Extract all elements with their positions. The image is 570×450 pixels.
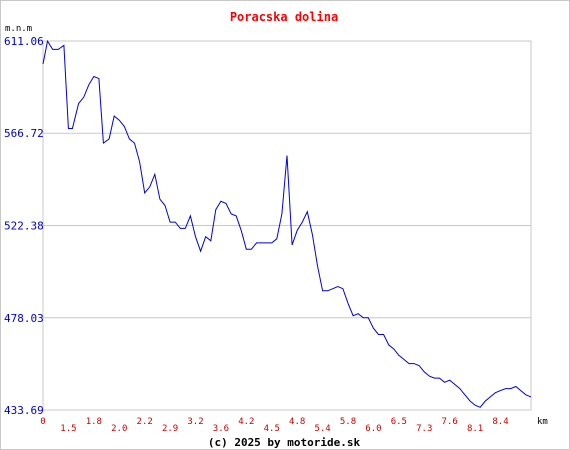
elevation-line [42,39,532,408]
x-axis-unit-label: km [537,417,548,427]
chart-title: Poracska dolina [230,10,338,24]
x-tick-label: 8.1 [467,424,483,434]
x-tick-label: 4.5 [264,424,280,434]
y-tick-label: 611.06 [4,35,44,48]
y-tick-label: 566.72 [4,127,44,140]
series-layer [42,39,532,408]
x-tick-label: 1.5 [60,424,76,434]
x-tick-label: 3.2 [187,417,203,427]
x-tick-label: 3.6 [213,424,229,434]
y-tick-label: 433.69 [4,404,44,417]
y-axis-unit-label: m.n.m [5,24,32,34]
x-tick-label: 8.4 [492,417,508,427]
x-tick-label: 4.8 [289,417,305,427]
x-tick-labels: 0 1.5 1.8 2.0 2.2 2.9 3.2 3.6 4.2 4.5 4.8 5.4 5.8 6.0… [40,417,508,434]
credit-text: (c) 2025 by motoride.sk [208,436,361,449]
y-tick-labels: 611.06 566.72 522.38 478.03 433.69 [4,35,44,417]
x-tick-label: 5.4 [314,424,330,434]
x-tick-label: 7.3 [416,424,432,434]
x-tick-label: 2.0 [111,424,127,434]
grid-layer [43,40,531,411]
plot-border [42,40,532,411]
x-tick-label: 5.8 [340,417,356,427]
x-tick-label: 4.2 [238,417,254,427]
x-tick-label: 1.8 [86,417,102,427]
x-tick-label: 2.2 [137,417,153,427]
y-tick-label: 478.03 [4,312,44,325]
x-tick-label: 6.5 [391,417,407,427]
x-tick-label: 7.6 [442,417,458,427]
x-tick-label: 6.0 [365,424,381,434]
y-tick-label: 522.38 [4,219,44,232]
x-tick-label: 0 [40,417,45,427]
x-tick-label: 2.9 [162,424,178,434]
axis-layer [42,40,532,411]
